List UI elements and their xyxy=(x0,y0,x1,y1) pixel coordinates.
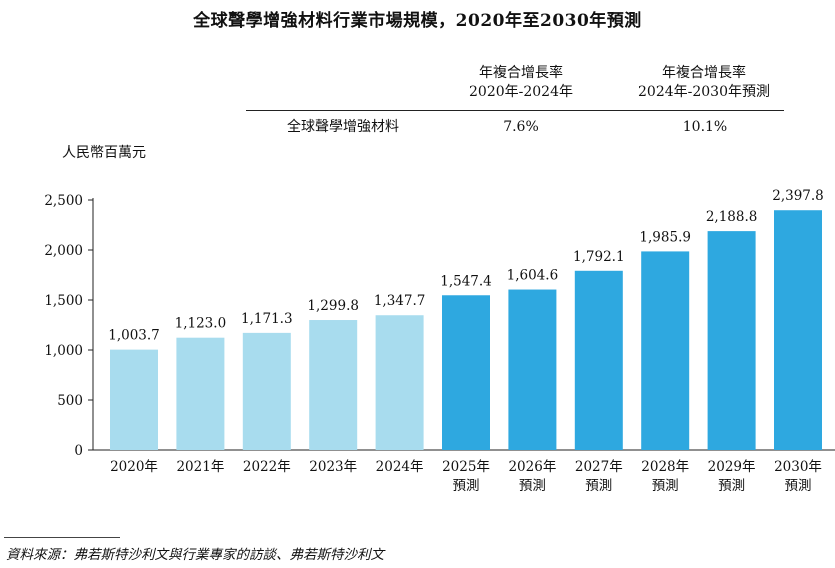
x-category-label: 預測 xyxy=(718,478,745,494)
cagr-header-forecast-line2: 2024年-2030年預測 xyxy=(638,84,770,100)
y-tick-label: 1,500 xyxy=(44,293,83,309)
x-category-label: 2030年 xyxy=(774,459,822,475)
bar-2029年 xyxy=(707,231,756,450)
bar-value-label: 2,397.8 xyxy=(772,188,824,204)
cagr-header-forecast: 年複合增長率 2024年-2030年預測 xyxy=(616,64,792,102)
x-category-label: 2028年 xyxy=(641,459,689,475)
y-tick-label: 500 xyxy=(57,393,83,409)
bar-2022年 xyxy=(242,332,291,450)
x-category-label: 2027年 xyxy=(575,459,623,475)
bar-2026年 xyxy=(508,289,557,450)
cagr-value-historical: 7.6% xyxy=(503,119,539,135)
cagr-value-forecast: 10.1% xyxy=(682,119,728,135)
x-category-label: 2022年 xyxy=(243,459,291,475)
x-category-label: 2024年 xyxy=(376,459,424,475)
x-category-label: 2020年 xyxy=(110,459,158,475)
bar-2024年 xyxy=(375,315,424,450)
x-category-label: 預測 xyxy=(785,478,812,494)
bar-value-label: 1,547.4 xyxy=(440,273,492,289)
cagr-header-historical: 年複合增長率 2020年-2024年 xyxy=(448,64,594,102)
x-category-label: 預測 xyxy=(453,478,480,494)
cagr-header-historical-line2: 2020年-2024年 xyxy=(469,84,573,100)
x-category-label: 預測 xyxy=(519,478,546,494)
y-axis-unit-label: 人民幣百萬元 xyxy=(62,145,146,161)
bar-value-label: 1,985.9 xyxy=(639,229,691,245)
bar-2021年 xyxy=(176,337,225,450)
cagr-header-forecast-line1: 年複合增長率 xyxy=(662,65,746,81)
bar-value-label: 1,299.8 xyxy=(307,298,359,314)
source-divider xyxy=(4,537,120,538)
cagr-header-historical-line1: 年複合增長率 xyxy=(479,65,563,81)
cagr-table-divider xyxy=(246,110,784,111)
bar-value-label: 1,604.6 xyxy=(507,268,559,284)
x-category-label: 2023年 xyxy=(309,459,357,475)
bar-2030年 xyxy=(774,210,822,450)
x-category-label: 2029年 xyxy=(708,459,756,475)
x-category-label: 2025年 xyxy=(442,459,490,475)
bar-value-label: 1,171.3 xyxy=(241,311,293,327)
bar-2023年 xyxy=(309,320,358,450)
bar-2025年 xyxy=(442,295,490,450)
x-category-label: 2026年 xyxy=(508,459,556,475)
bar-2028年 xyxy=(641,251,690,450)
y-tick-label: 2,500 xyxy=(44,193,83,209)
source-note: 資料來源：弗若斯特沙利文與行業專家的訪談、弗若斯特沙利文 xyxy=(6,547,384,563)
y-tick-label: 0 xyxy=(74,443,83,459)
bar-2027年 xyxy=(574,270,623,450)
bar-2020年 xyxy=(110,349,158,450)
y-tick-label: 2,000 xyxy=(44,243,83,259)
bar-value-label: 1,792.1 xyxy=(573,249,625,265)
cagr-row-label: 全球聲學增強材料 xyxy=(287,119,399,135)
x-category-label: 2021年 xyxy=(176,459,224,475)
x-category-label: 預測 xyxy=(585,478,612,494)
chart-title: 全球聲學增強材料行業市場規模，2020年至2030年預測 xyxy=(193,11,642,31)
bar-value-label: 1,123.0 xyxy=(175,316,227,332)
x-category-label: 預測 xyxy=(652,478,679,494)
bar-value-label: 1,347.7 xyxy=(374,293,426,309)
bar-value-label: 1,003.7 xyxy=(108,328,160,344)
bar-value-label: 2,188.8 xyxy=(706,209,758,225)
y-tick-label: 1,000 xyxy=(44,343,83,359)
